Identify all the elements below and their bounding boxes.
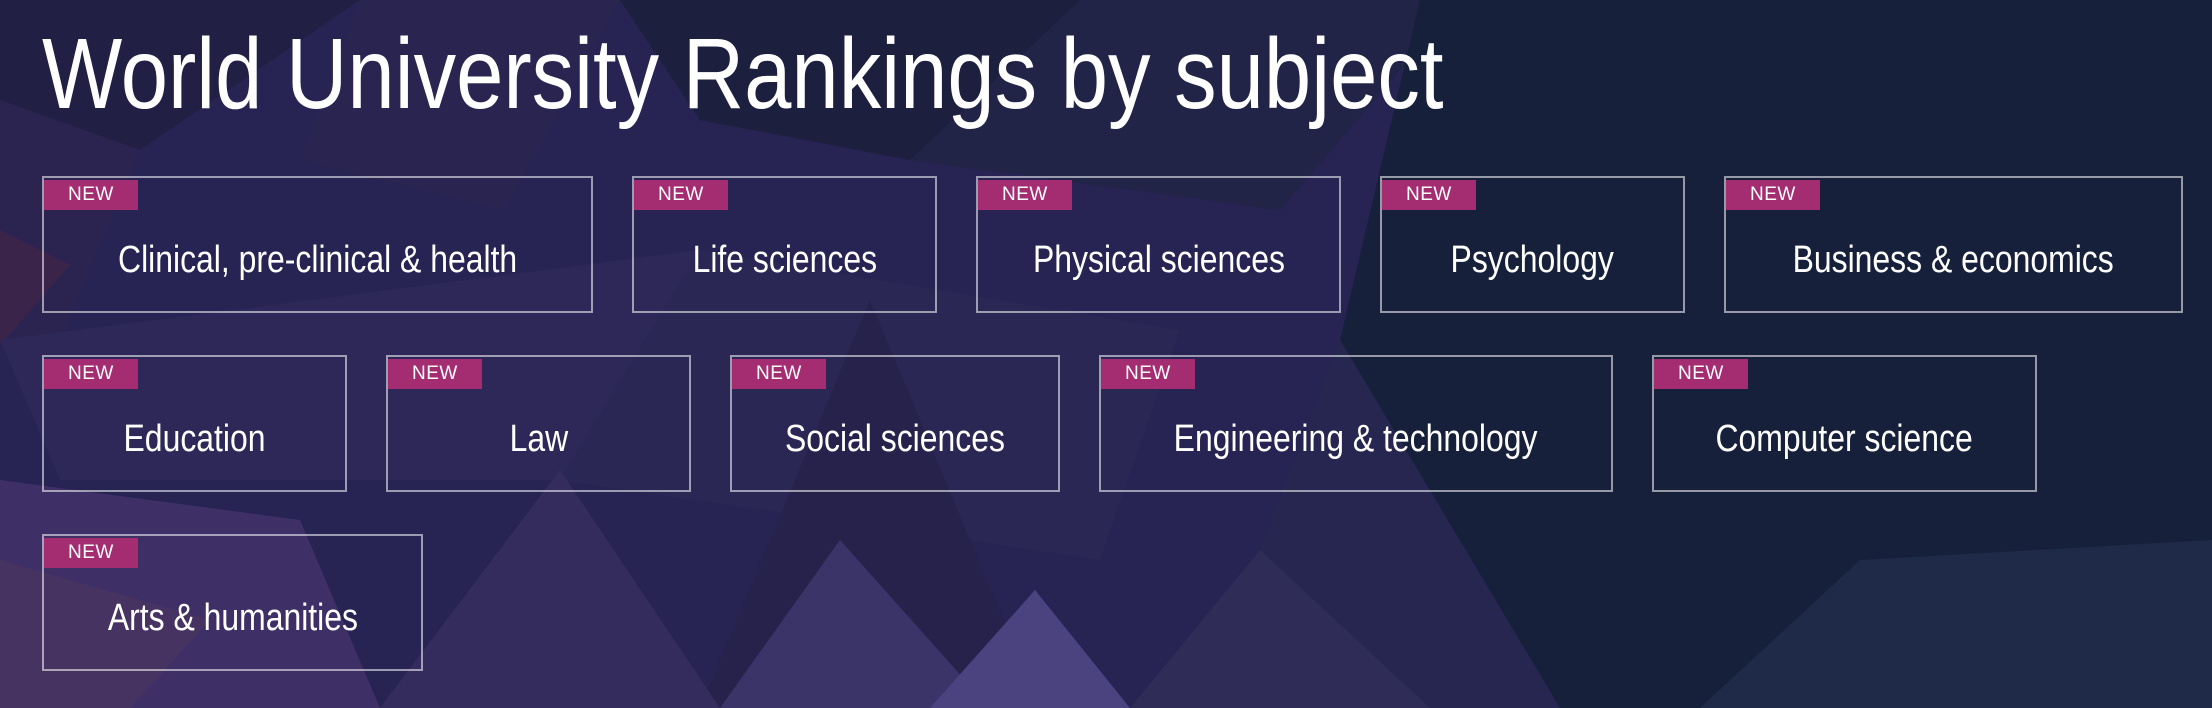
new-badge: NEW [732,359,826,389]
new-badge: NEW [978,180,1072,210]
subject-card-physical-sciences[interactable]: NEW Physical sciences [976,176,1341,313]
subject-card-clinical-pre-clinical-health[interactable]: NEW Clinical, pre-clinical & health [42,176,593,313]
new-badge: NEW [1382,180,1476,210]
subject-label: Psychology [1450,238,1615,281]
subject-label: Life sciences [692,238,877,281]
subject-card-life-sciences[interactable]: NEW Life sciences [632,176,937,313]
subject-label: Social sciences [784,417,1006,460]
subject-row: NEW Education NEW Law NEW Social sciences NEW E… [42,355,2212,492]
subject-label: Computer science [1715,417,1974,460]
subject-card-psychology[interactable]: NEW Psychology [1380,176,1685,313]
subject-card-computer-science[interactable]: NEW Computer science [1652,355,2037,492]
subject-card-law[interactable]: NEW Law [386,355,691,492]
subject-card-social-sciences[interactable]: NEW Social sciences [730,355,1060,492]
new-badge: NEW [1101,359,1195,389]
subject-grid: NEW Clinical, pre-clinical & health NEW Lif… [42,176,2212,671]
subject-label: Law [509,417,568,460]
new-badge: NEW [634,180,728,210]
subject-label: Clinical, pre-clinical & health [117,238,518,281]
subject-row: NEW Arts & humanities [42,534,2212,671]
subject-label: Business & economics [1792,238,2115,281]
subject-row: NEW Clinical, pre-clinical & health NEW Lif… [42,176,2212,313]
subject-label: Physical sciences [1032,238,1285,281]
subject-card-business-economics[interactable]: NEW Business & economics [1724,176,2183,313]
subject-label: Education [123,417,266,460]
new-badge: NEW [388,359,482,389]
page-title: World University Rankings by subject [42,18,1444,130]
new-badge: NEW [1726,180,1820,210]
new-badge: NEW [44,538,138,568]
new-badge: NEW [44,359,138,389]
subject-card-education[interactable]: NEW Education [42,355,347,492]
subject-label: Arts & humanities [107,596,358,639]
subject-card-engineering-technology[interactable]: NEW Engineering & technology [1099,355,1613,492]
new-badge: NEW [1654,359,1748,389]
subject-label: Engineering & technology [1174,417,1538,460]
subject-card-arts-humanities[interactable]: NEW Arts & humanities [42,534,423,671]
new-badge: NEW [44,180,138,210]
